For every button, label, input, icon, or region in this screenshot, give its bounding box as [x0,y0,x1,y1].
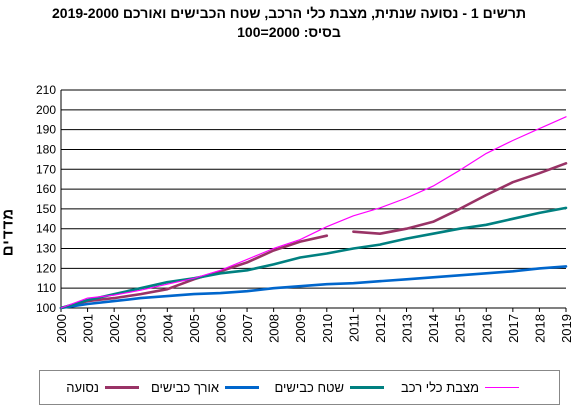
x-tick-label: 2000 [54,314,69,343]
legend-swatch [485,387,519,388]
x-tick-label: 2002 [107,314,122,343]
y-tick-label: 210 [36,83,56,97]
chart-title: תרשים 1 - נסועה שנתית, מצבת כלי הרכב, שט… [0,4,578,42]
legend-label: שטח כבישים [274,380,344,395]
x-tick-label: 2006 [213,314,228,343]
y-tick-label: 140 [36,222,56,236]
x-tick-label: 2005 [187,314,202,343]
legend-item: אורך כבישים [151,371,259,404]
y-tick-label: 120 [36,261,56,275]
y-tick-label: 200 [36,103,56,117]
series-line-3 [59,206,568,310]
legend-swatch [350,386,384,389]
y-tick-label: 100 [36,301,56,315]
legend-item: נסועה [66,371,139,404]
y-tick-label: 150 [36,202,56,216]
x-tick-label: 2015 [453,314,468,343]
x-tick-label: 2013 [400,314,415,343]
y-tick-label: 170 [36,162,56,176]
legend-label: אורך כבישים [150,380,219,395]
x-tick-label: 2012 [373,314,388,343]
series-line-1 [352,162,568,235]
chart-title-line1: תרשים 1 - נסועה שנתית, מצבת כלי הרכב, שט… [52,5,526,21]
legend-swatch [225,386,259,389]
legend-label: נסועה [66,380,99,395]
legend-item: מצבת כלי רכב [401,371,519,404]
series-line-4 [60,116,567,309]
x-tick-label: 2017 [506,314,521,343]
legend-swatch [105,386,139,389]
chart-legend: נסועה אורך כבישים שטח כבישים מצבת כלי רכב [39,370,560,405]
x-tick-label: 2010 [320,314,335,343]
y-tick-label: 160 [36,182,56,196]
y-tick-label: 110 [37,281,56,295]
legend-label: מצבת כלי רכב [401,380,479,395]
y-tick-label: 190 [36,123,56,137]
x-tick-label: 2001 [81,314,96,343]
y-tick-label: 130 [36,242,56,256]
x-tick-label: 2016 [479,314,494,343]
x-tick-label: 2019 [559,314,574,343]
x-tick-label: 2003 [134,314,149,343]
x-tick-label: 2007 [240,314,255,343]
x-tick-label: 2014 [426,314,441,343]
y-tick-label: 180 [36,142,56,156]
chart-title-line2: בסיס: 2000=100 [237,24,341,40]
x-tick-label: 2008 [267,314,282,343]
series-line-2 [59,265,568,310]
x-tick-label: 2009 [293,314,308,343]
x-tick-label: 2018 [532,314,547,343]
x-tick-label: 2004 [160,314,175,343]
x-tick-label: 2011 [346,314,361,342]
legend-item: שטח כבישים [274,371,384,404]
